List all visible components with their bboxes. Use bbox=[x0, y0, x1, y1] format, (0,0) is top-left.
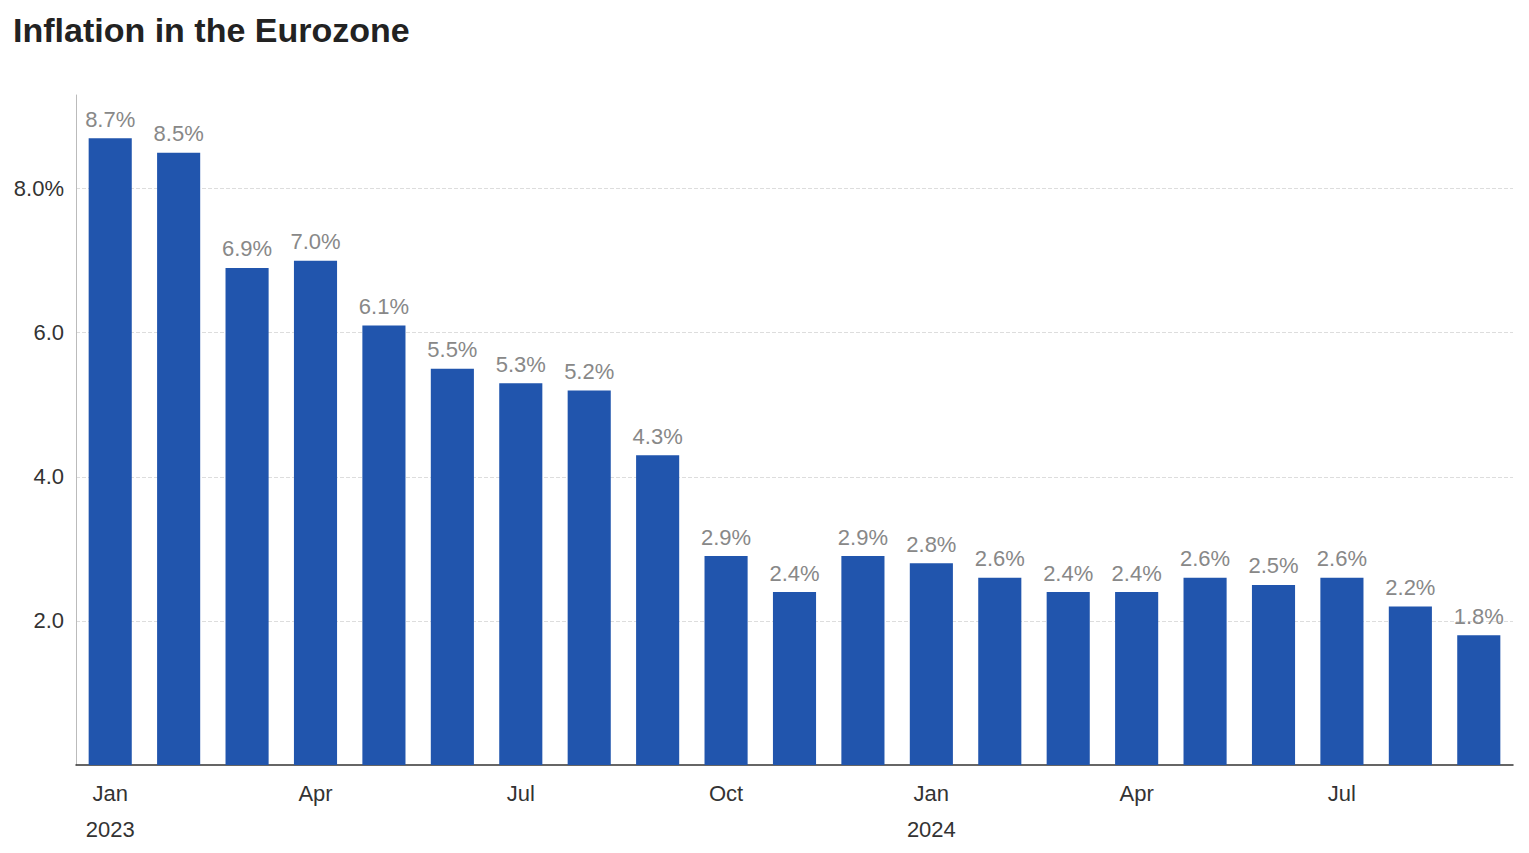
svg-text:Apr: Apr bbox=[298, 781, 332, 806]
svg-text:6.1%: 6.1% bbox=[359, 294, 409, 319]
svg-text:Jan: Jan bbox=[92, 781, 127, 806]
svg-text:2.5%: 2.5% bbox=[1248, 553, 1298, 578]
svg-text:2.2%: 2.2% bbox=[1385, 575, 1435, 600]
svg-text:2.4%: 2.4% bbox=[769, 561, 819, 586]
svg-text:2.4%: 2.4% bbox=[1112, 561, 1162, 586]
svg-text:Jan: Jan bbox=[914, 781, 949, 806]
svg-text:5.3%: 5.3% bbox=[496, 352, 546, 377]
svg-text:4.0: 4.0 bbox=[33, 464, 64, 489]
svg-text:2.6%: 2.6% bbox=[1317, 546, 1367, 571]
svg-text:2.9%: 2.9% bbox=[701, 525, 751, 550]
svg-text:8.7%: 8.7% bbox=[85, 107, 135, 132]
svg-text:4.3%: 4.3% bbox=[633, 424, 683, 449]
svg-text:7.0%: 7.0% bbox=[290, 229, 340, 254]
svg-text:2.8%: 2.8% bbox=[906, 532, 956, 557]
svg-text:2024: 2024 bbox=[907, 817, 956, 842]
svg-text:8.0%: 8.0% bbox=[14, 176, 64, 201]
svg-text:Oct: Oct bbox=[709, 781, 743, 806]
svg-text:2.9%: 2.9% bbox=[838, 525, 888, 550]
svg-text:Apr: Apr bbox=[1120, 781, 1154, 806]
svg-text:2.4%: 2.4% bbox=[1043, 561, 1093, 586]
svg-text:2.6%: 2.6% bbox=[1180, 546, 1230, 571]
svg-text:2.0: 2.0 bbox=[33, 608, 64, 633]
svg-text:6.9%: 6.9% bbox=[222, 236, 272, 261]
svg-text:5.2%: 5.2% bbox=[564, 359, 614, 384]
svg-text:8.5%: 8.5% bbox=[154, 121, 204, 146]
svg-text:Inflation in the Eurozone: Inflation in the Eurozone bbox=[13, 11, 410, 49]
svg-text:Jul: Jul bbox=[507, 781, 535, 806]
svg-text:6.0: 6.0 bbox=[33, 320, 64, 345]
svg-text:5.5%: 5.5% bbox=[427, 337, 477, 362]
svg-text:1.8%: 1.8% bbox=[1454, 604, 1504, 629]
svg-text:2.6%: 2.6% bbox=[975, 546, 1025, 571]
svg-text:2023: 2023 bbox=[86, 817, 135, 842]
svg-text:Jul: Jul bbox=[1328, 781, 1356, 806]
